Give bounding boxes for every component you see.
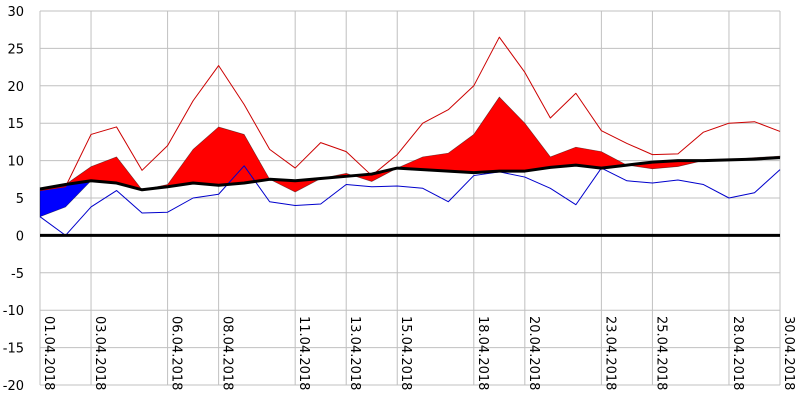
y-tick-label: -15: [3, 342, 24, 357]
x-tick-label: 25.04.2018: [653, 316, 668, 390]
x-tick-label: 20.04.2018: [526, 316, 541, 390]
y-tick-label: -20: [3, 379, 24, 394]
min-temperature-line: [39, 165, 781, 236]
y-tick-label: -10: [3, 304, 24, 319]
x-tick-label: 11.04.2018: [296, 316, 311, 390]
y-tick-label: 10: [7, 155, 24, 170]
x-tick-label: 13.04.2018: [347, 316, 362, 390]
y-tick-label: 20: [7, 80, 24, 95]
x-tick-label: 08.04.2018: [220, 316, 235, 390]
y-tick-label: 5: [16, 192, 24, 207]
y-tick-label: 25: [7, 42, 24, 57]
x-tick-label: 28.04.2018: [730, 316, 745, 390]
x-tick-label: 18.04.2018: [475, 316, 490, 390]
mean-temperature-line: [39, 156, 781, 192]
y-tick-label: -5: [11, 267, 24, 282]
x-tick-label: 15.04.2018: [398, 316, 413, 390]
max-temperature-line: [39, 36, 781, 192]
x-tick-label: 06.04.2018: [169, 316, 184, 390]
y-tick-label: 0: [16, 229, 24, 244]
y-tick-label: 15: [7, 117, 24, 132]
above-mean-area: [39, 96, 781, 193]
x-tick-label: 03.04.2018: [92, 316, 107, 390]
x-tick-label: 23.04.2018: [602, 316, 617, 390]
x-tick-label: 30.04.2018: [781, 316, 796, 390]
y-tick-label: 30: [7, 5, 24, 20]
x-tick-label: 01.04.2018: [41, 316, 56, 390]
